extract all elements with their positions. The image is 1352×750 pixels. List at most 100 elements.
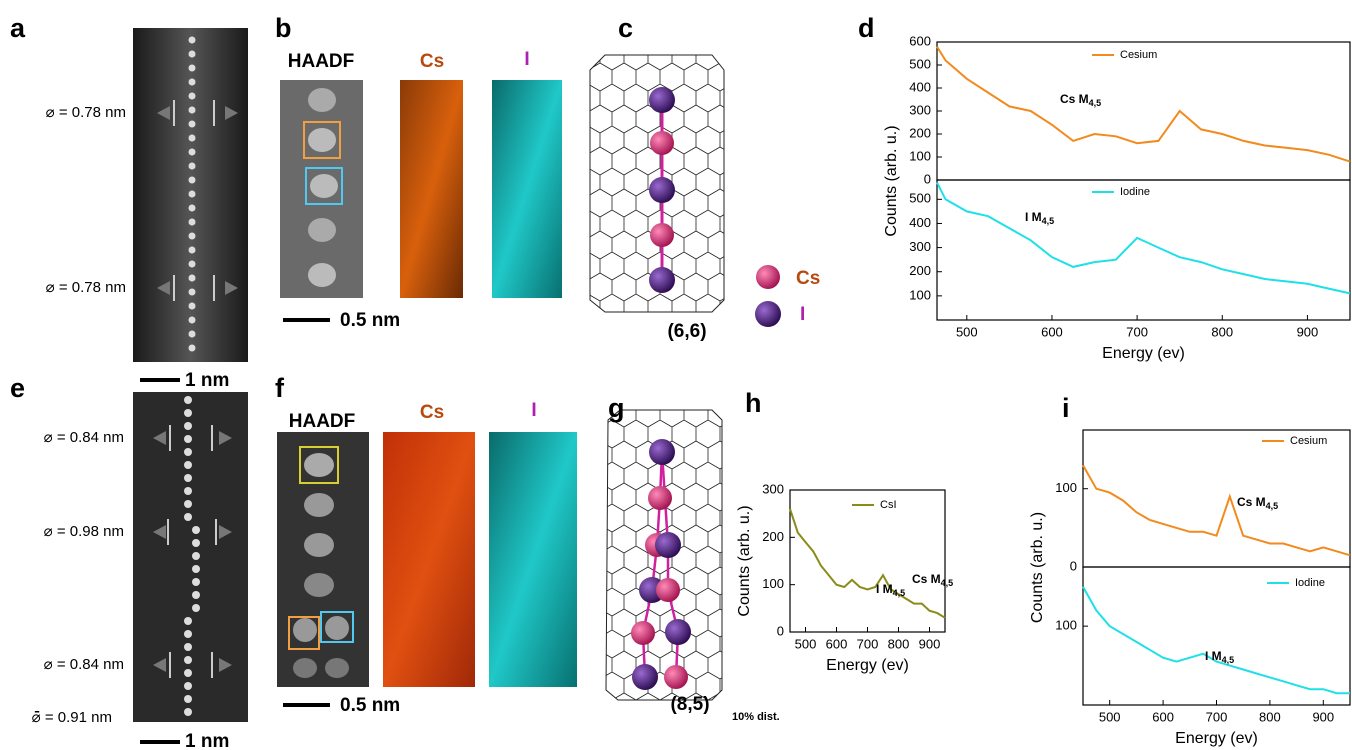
y-tick-label: 400 [909, 79, 931, 94]
annotation-text: I M [1205, 649, 1222, 663]
atom-dot [184, 422, 192, 430]
atom-dot [184, 513, 192, 521]
y-tick-label: 0 [1070, 558, 1077, 573]
panel-letter: b [275, 13, 292, 43]
y-axis-label: Counts (arb. u.) [1029, 512, 1046, 623]
annotation: Cs M4,5 [1060, 92, 1101, 108]
atom-dot [188, 218, 196, 226]
annotation: Cs M4,5 [912, 572, 953, 588]
panel-letter: a [10, 13, 26, 43]
atom-dot [184, 695, 192, 703]
y-tick-label: 500 [909, 56, 931, 71]
atom-dot [188, 288, 196, 296]
panel-letter: f [275, 373, 285, 403]
scale-label: 0.5 nm [340, 310, 400, 331]
map-label: Cs [420, 402, 444, 423]
y-tick-label: 300 [909, 102, 931, 117]
diameter: ⌀ = 0.84 nm [44, 429, 124, 446]
atom-dot [188, 106, 196, 114]
x-tick-label: 500 [956, 324, 978, 339]
atom-dot [188, 78, 196, 86]
atom-dot [184, 487, 192, 495]
atom-dot [188, 344, 196, 352]
atom-dot [192, 604, 200, 612]
plot-frame [789, 489, 946, 633]
atom-dot [188, 302, 196, 310]
atom-dot [184, 435, 192, 443]
mean-diameter: ⌀̄ = 0.91 nm [32, 709, 112, 726]
y-tick-label: 400 [909, 215, 931, 230]
atom-dot [184, 461, 192, 469]
annotation-sub: 4,5 [1042, 216, 1055, 226]
atom-dot [188, 274, 196, 282]
atom-dot [184, 500, 192, 508]
y-tick-label: 300 [762, 481, 784, 496]
atom-dot [188, 330, 196, 338]
atom-dot [184, 682, 192, 690]
x-tick-label: 700 [857, 636, 879, 651]
diameter: ⌀ = 0.78 nm [46, 279, 126, 296]
atom-dot [184, 448, 192, 456]
legend-label: Iodine [1120, 186, 1150, 198]
x-tick-label: 600 [1041, 324, 1063, 339]
diameter: ⌀ = 0.98 nm [44, 523, 124, 540]
map-label: I [531, 400, 536, 421]
legend-label: I [800, 304, 805, 325]
atom-dot [184, 409, 192, 417]
panel-letter: d [858, 13, 875, 43]
y-tick-label: 200 [909, 125, 931, 140]
x-tick-label: 500 [1099, 709, 1121, 724]
y-tick-label: 100 [909, 148, 931, 163]
x-axis-label: Energy (ev) [1175, 730, 1258, 747]
atom-dot [188, 232, 196, 240]
map-label: HAADF [289, 411, 356, 432]
legend-label: CsI [880, 499, 897, 511]
diameter: ⌀ = 0.84 nm [44, 656, 124, 673]
atom-dot [188, 134, 196, 142]
atom-dot [188, 148, 196, 156]
scale-label: 1 nm [185, 731, 229, 750]
images [133, 28, 781, 744]
scale-label: 0.5 nm [340, 695, 400, 716]
series-line [1082, 586, 1350, 695]
legend-label: Cs [796, 268, 820, 289]
x-tick-label: 800 [1259, 709, 1281, 724]
annotation-sub: 4,5 [941, 578, 954, 588]
panel-letter: i [1062, 393, 1070, 423]
y-tick-label: 100 [1055, 618, 1077, 633]
legend-label: Cesium [1120, 49, 1157, 61]
panel-letter: c [618, 13, 633, 43]
y-axis-label: Counts (arb. u.) [883, 125, 900, 236]
series-line [789, 508, 946, 619]
series-line [1082, 464, 1351, 557]
annotation: I M4,5 [876, 582, 905, 598]
x-tick-label: 600 [826, 636, 848, 651]
atom-dot [184, 656, 192, 664]
y-tick-label: 500 [909, 191, 931, 206]
atom-dot [192, 526, 200, 534]
atom-dot [184, 669, 192, 677]
x-tick-label: 500 [795, 636, 817, 651]
annotation: Cs M4,5 [1237, 495, 1278, 511]
y-tick-label: 100 [909, 287, 931, 302]
plot-frame [1082, 429, 1351, 568]
annotation: I M4,5 [1205, 649, 1234, 665]
atom-dot [188, 204, 196, 212]
x-tick-label: 700 [1126, 324, 1148, 339]
x-tick-label: 600 [1152, 709, 1174, 724]
x-tick-label: 700 [1206, 709, 1228, 724]
atom-dot [188, 246, 196, 254]
diameter: ⌀ = 0.78 nm [46, 104, 126, 121]
atom-dot [188, 316, 196, 324]
y-tick-label: 0 [924, 171, 931, 186]
y-tick-label: 300 [909, 239, 931, 254]
scale-label: 1 nm [185, 370, 229, 391]
atom-dot [188, 162, 196, 170]
atom-dot [188, 176, 196, 184]
atom-dot [188, 260, 196, 268]
panel-letter: e [10, 373, 25, 403]
atom-dot [184, 708, 192, 716]
y-tick-label: 100 [1055, 480, 1077, 495]
legend-label: Cesium [1290, 435, 1327, 447]
